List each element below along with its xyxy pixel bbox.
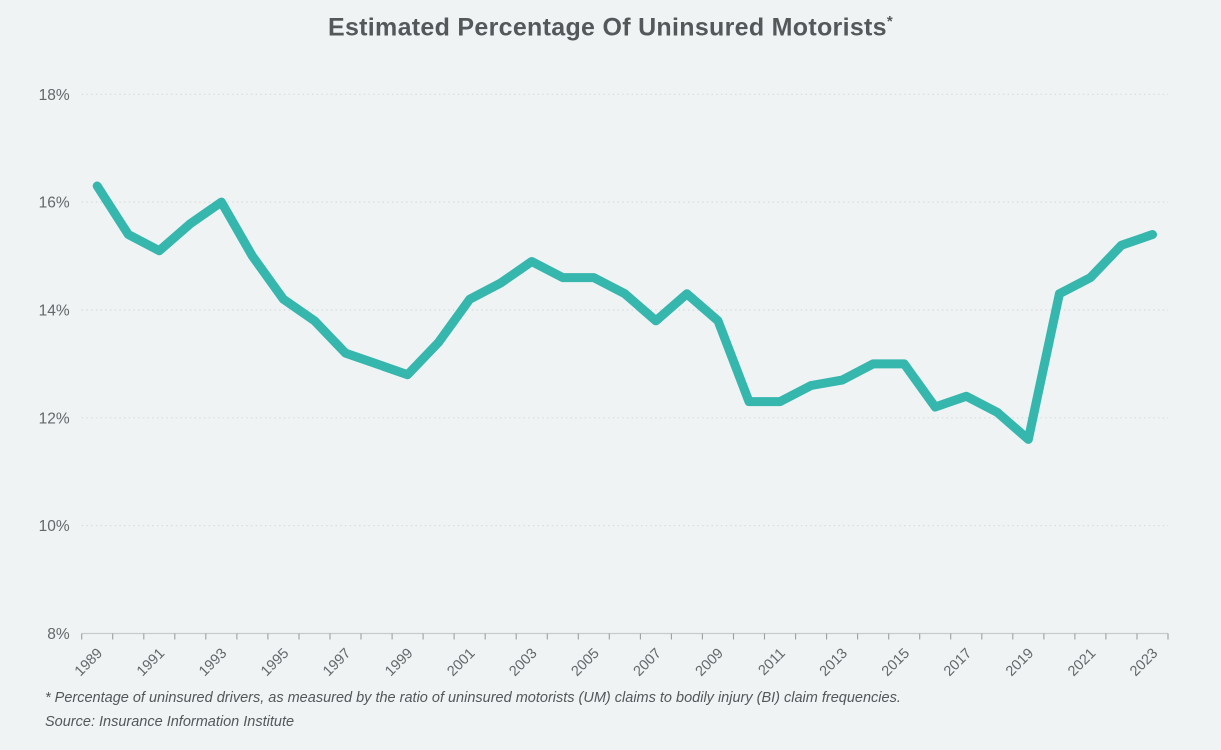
page-title: Estimated Percentage Of Uninsured Motori… <box>0 13 1221 42</box>
x-axis-label: 1997 <box>320 646 354 680</box>
x-axis-label: 2013 <box>817 646 851 680</box>
x-axis-label: 2021 <box>1065 646 1099 680</box>
title-asterisk: * <box>886 13 893 30</box>
x-axis-label: 2019 <box>1003 646 1037 680</box>
x-axis-label: 2005 <box>568 646 602 680</box>
y-axis-label: 12% <box>39 410 70 427</box>
x-axis-label: 2009 <box>693 646 727 680</box>
x-axis-label: 2001 <box>444 646 478 680</box>
title-text: Estimated Percentage Of Uninsured Motori… <box>328 13 887 42</box>
y-axis-label: 18% <box>39 87 70 104</box>
y-axis-label: 10% <box>39 518 70 535</box>
x-axis-label: 2015 <box>879 646 913 680</box>
x-axis-label: 2011 <box>755 646 788 679</box>
x-axis-label: 2017 <box>941 646 975 680</box>
x-axis-label: 1989 <box>72 646 106 680</box>
trend-line <box>92 181 1157 444</box>
footnote-source: Source: Insurance Information Institute <box>45 714 295 730</box>
y-axis-label: 16% <box>39 195 70 212</box>
x-axis-label: 2007 <box>631 646 665 680</box>
x-axis-label: 1995 <box>258 646 292 680</box>
x-axis-label: 2023 <box>1127 646 1161 680</box>
x-axis-label: 2003 <box>506 646 540 680</box>
footnote-definition: * Percentage of uninsured drivers, as me… <box>45 690 901 706</box>
y-axis-label: 14% <box>39 303 70 320</box>
x-axis-label: 1993 <box>196 646 230 680</box>
y-axis-label: 8% <box>47 626 70 643</box>
x-axis-label: 1991 <box>134 646 168 680</box>
x-axis-label: 1999 <box>382 646 416 680</box>
